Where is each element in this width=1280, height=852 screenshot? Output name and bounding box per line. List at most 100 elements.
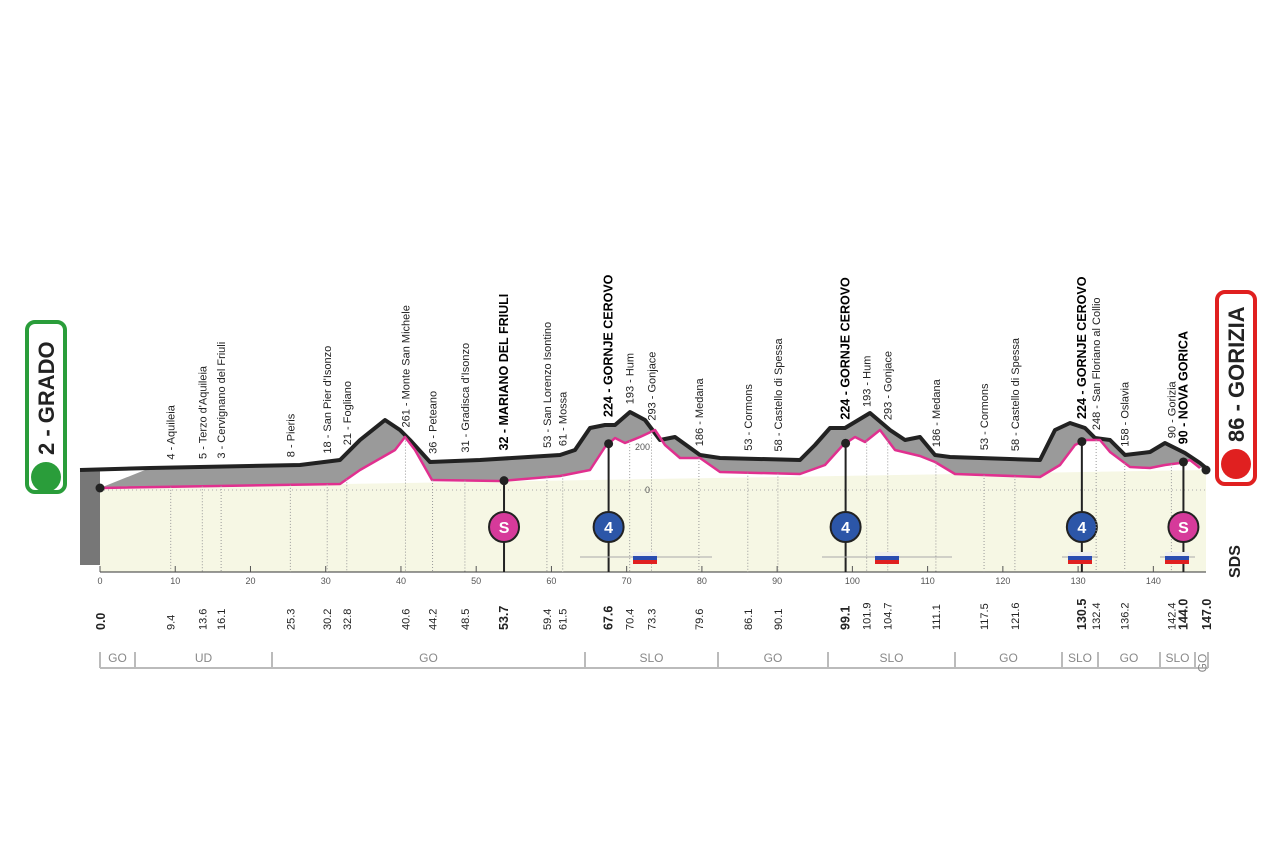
waypoint-km: 67.6 <box>602 606 616 630</box>
waypoint-label: 261 - Monte San Michele <box>400 305 412 427</box>
waypoint-label: 293 - Gonjace <box>883 351 895 420</box>
km-tick-label: 10 <box>170 576 180 586</box>
waypoint-label: 61 - Mossa <box>558 391 570 446</box>
flag-white <box>875 552 899 556</box>
start-wall <box>80 470 100 565</box>
badge-text: S <box>499 520 510 537</box>
profile-line <box>79 410 1208 472</box>
km-tick-label: 100 <box>845 576 860 586</box>
region-label: SLO <box>1068 651 1092 665</box>
waypoint-label: 8 - Pieris <box>285 413 297 457</box>
waypoint-km: 40.6 <box>400 609 412 630</box>
waypoint-label: 193 - Hum <box>625 353 637 404</box>
waypoint-dot <box>1077 437 1087 447</box>
waypoint-km: 32.8 <box>342 609 354 630</box>
waypoint-km: 9.4 <box>166 615 178 630</box>
km-tick-label: 90 <box>772 576 782 586</box>
region-label: GO <box>764 651 783 665</box>
badge-text: S <box>1178 520 1189 537</box>
km-tick-label: 70 <box>622 576 632 586</box>
badge-text: 4 <box>1077 520 1086 537</box>
waypoint-km: 136.2 <box>1120 602 1132 630</box>
waypoint-km: 61.5 <box>558 609 570 630</box>
start-icon <box>31 462 61 492</box>
km-tick-label: 50 <box>471 576 481 586</box>
region-label: SLO <box>639 651 663 665</box>
flag-white <box>633 552 657 556</box>
waypoint-label: 90 - Gorizia <box>1166 380 1178 438</box>
waypoint-km: 130.5 <box>1075 599 1089 630</box>
region-label: GO <box>1196 654 1210 673</box>
region-label: GO <box>1120 651 1139 665</box>
flag-blue <box>875 556 899 560</box>
flag-white <box>1068 552 1092 556</box>
waypoint-km: 16.1 <box>216 609 228 630</box>
badge-text: 4 <box>841 520 850 537</box>
waypoint-dot <box>604 439 614 449</box>
km-tick-label: 130 <box>1071 576 1086 586</box>
waypoint-km: 99.1 <box>839 606 853 630</box>
finish-dot <box>1201 465 1211 475</box>
waypoint-km: 44.2 <box>428 609 440 630</box>
waypoint-label: 58 - Castello di Spessa <box>773 337 785 451</box>
region-label: UD <box>195 651 213 665</box>
waypoint-km: 90.1 <box>773 609 785 630</box>
km-tick-label: 140 <box>1146 576 1161 586</box>
waypoint-dot <box>841 438 851 448</box>
waypoint-km: 59.4 <box>542 609 554 630</box>
waypoint-label: 32 - MARIANO DEL FRIULI <box>497 294 511 451</box>
climb-badge <box>1065 511 1098 543</box>
waypoint-km: 144.0 <box>1176 599 1190 630</box>
start-km: 0.0 <box>94 613 108 630</box>
waypoint-km: 111.1 <box>931 604 943 630</box>
waypoint-label: 224 - GORNJE CEROVO <box>839 277 853 420</box>
flag-blue <box>633 556 657 560</box>
waypoint-label: 158 - Oslavia <box>1120 381 1132 447</box>
finish-km: 147.0 <box>1200 599 1214 630</box>
waypoint-label: 53 - Cormons <box>743 384 755 451</box>
waypoint-label: 3 - Cervignano del Friuli <box>216 342 228 459</box>
waypoint-km: 79.6 <box>694 609 706 630</box>
finish-badge <box>1215 290 1257 486</box>
logo: SDS <box>1227 545 1244 578</box>
km-tick-label: 20 <box>245 576 255 586</box>
climb-badge <box>829 511 862 543</box>
climb-badge <box>592 511 625 543</box>
waypoint-label: 58 - Castello di Spessa <box>1010 337 1022 451</box>
waypoint-dot <box>1178 457 1188 467</box>
finish-label: 86 - GORIZIA <box>1224 306 1249 442</box>
waypoint-dot <box>499 476 509 486</box>
waypoint-label: 18 - San Pier d'Isonzo <box>322 346 334 454</box>
flag-red <box>1165 560 1189 564</box>
region-label: GO <box>108 651 127 665</box>
km-tick-label: 60 <box>546 576 556 586</box>
waypoint-label: 186 - Medana <box>931 378 943 447</box>
waypoint-label: 248 - San Floriano al Collio <box>1091 297 1103 430</box>
waypoint-km: 121.6 <box>1010 602 1022 630</box>
region-label: GO <box>999 651 1018 665</box>
badge-text: 4 <box>604 520 613 537</box>
waypoint-km: 117.5 <box>979 603 991 630</box>
waypoint-label: 224 - GORNJE CEROVO <box>1075 276 1089 419</box>
km-tick-label: 0 <box>97 576 102 586</box>
km-tick-label: 110 <box>920 576 934 586</box>
flat-area <box>100 470 1206 572</box>
waypoint-km: 13.6 <box>197 609 209 630</box>
waypoint-label: 53 - San Lorenzo Isontino <box>542 322 554 448</box>
km-tick-label: 30 <box>321 576 331 586</box>
flag-white <box>1165 552 1189 556</box>
waypoint-label: 21 - Fogliano <box>342 381 354 445</box>
sprint-badge <box>488 511 521 543</box>
waypoint-km: 53.7 <box>497 606 511 630</box>
waypoint-km: 30.2 <box>322 609 334 630</box>
waypoint-label: 31 - Gradisca d'Isonzo <box>460 343 472 453</box>
waypoint-km: 132.4 <box>1091 602 1103 630</box>
start-label: 2 - GRADO <box>34 341 59 455</box>
waypoint-label: 53 - Cormons <box>979 383 991 450</box>
waypoint-label: 193 - Hum <box>862 356 874 407</box>
waypoint-km: 142.4 <box>1166 602 1178 630</box>
km-tick-label: 120 <box>995 576 1010 586</box>
waypoint-km: 48.5 <box>460 609 472 630</box>
region-label: SLO <box>1165 651 1189 665</box>
